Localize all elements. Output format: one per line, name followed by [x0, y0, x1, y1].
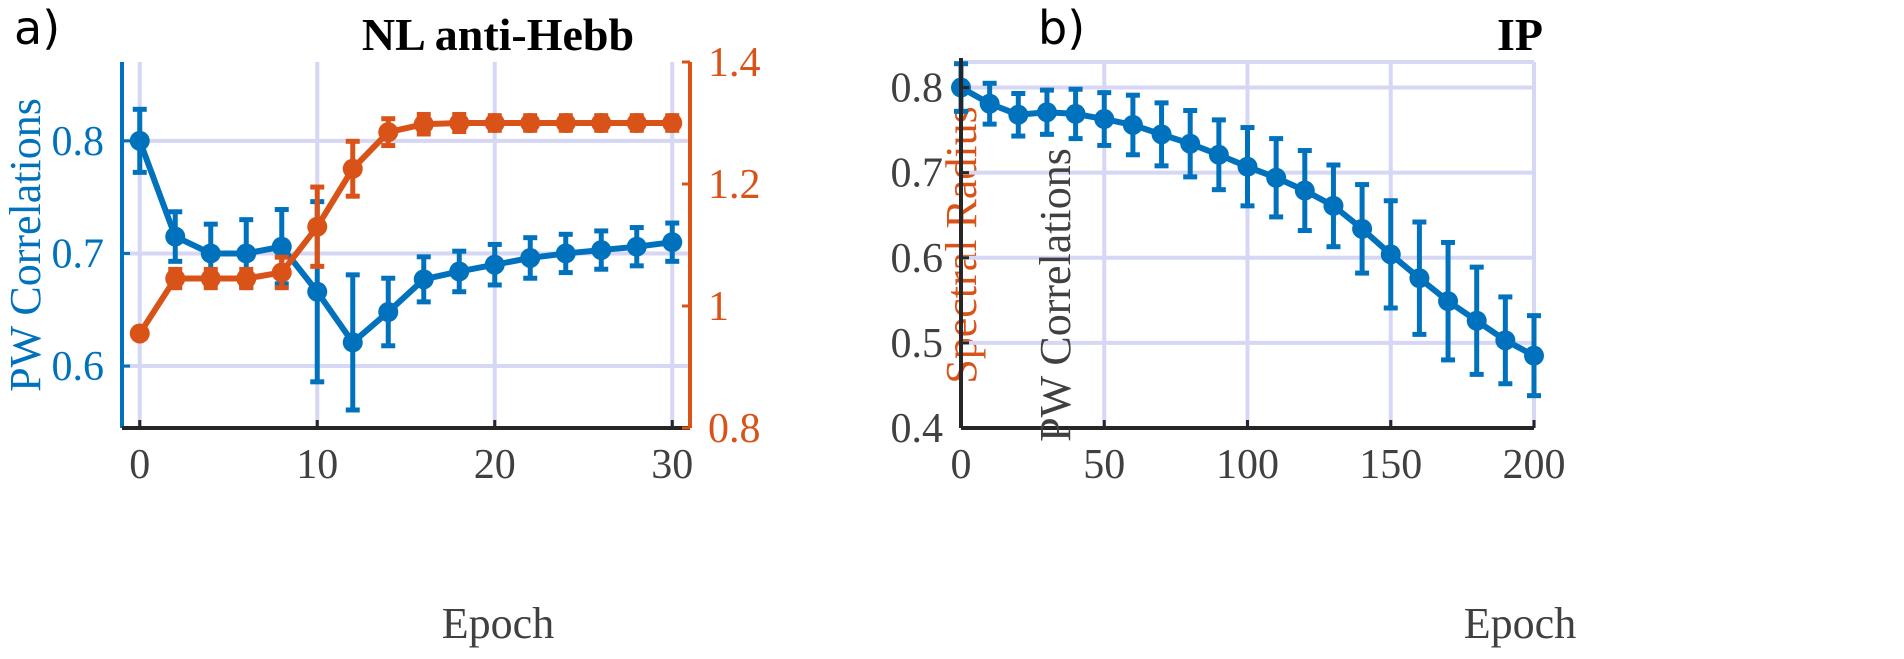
data-point [1438, 291, 1459, 312]
data-point [484, 254, 505, 275]
data-point [1065, 103, 1086, 124]
data-point [413, 269, 434, 290]
data-point [662, 113, 683, 133]
data-point [1008, 104, 1029, 125]
x-tick-label: 20 [474, 442, 516, 488]
data-point [236, 243, 257, 264]
right-y-tick-label: 0.8 [708, 406, 761, 452]
data-point [342, 158, 363, 179]
data-point [520, 113, 541, 133]
x-tick-label: 30 [651, 442, 693, 488]
series-pw-correlations [951, 61, 1544, 399]
data-point [1495, 330, 1516, 351]
data-point [342, 332, 363, 353]
y-tick-label: 0.5 [891, 321, 944, 367]
panel-a-ticks: 0 10 20 30 0.6 0.7 0.8 0.8 1 1.2 1.4 [52, 40, 761, 488]
data-point [413, 114, 434, 135]
y-tick-label: 0.7 [891, 151, 944, 197]
data-point [662, 232, 683, 253]
panel-b-chart: 0 50 100 150 200 0.4 0.5 0.6 0.7 0.8 [891, 58, 1566, 488]
x-tick-label: 50 [1083, 442, 1125, 488]
data-point [626, 113, 647, 133]
panel-a-title: NL anti-Hebb [362, 9, 634, 60]
x-tick-label: 0 [951, 442, 972, 488]
y-tick-label: 0.7 [52, 231, 105, 277]
data-point [1294, 180, 1315, 201]
panel-b-series [951, 61, 1544, 399]
panel-b-x-axis-label: Epoch [1464, 599, 1576, 648]
data-point [484, 113, 505, 133]
panel-a-letter: a) [14, 1, 60, 55]
right-y-tick-label: 1.4 [708, 40, 761, 86]
data-point [165, 268, 186, 289]
data-point [129, 130, 150, 151]
data-point [1208, 144, 1229, 165]
right-y-tick-label: 1.2 [708, 162, 761, 208]
data-point [1266, 167, 1287, 188]
data-point [591, 113, 612, 133]
data-point [165, 226, 186, 247]
data-point [1380, 244, 1401, 265]
data-point [1151, 124, 1172, 145]
data-point [555, 243, 576, 264]
data-point [979, 93, 1000, 114]
x-tick-label: 10 [296, 442, 338, 488]
y-tick-label: 0.8 [52, 119, 105, 165]
panel-b-title: IP [1497, 9, 1543, 60]
data-point [200, 268, 221, 289]
x-tick-label: 0 [129, 442, 150, 488]
data-point [555, 113, 576, 133]
panel-b-letter: b) [1038, 1, 1085, 55]
data-point [1323, 195, 1344, 216]
y-tick-label: 0.4 [891, 406, 944, 452]
data-point [236, 268, 257, 289]
panel-a-x-axis-label: Epoch [442, 599, 554, 648]
series-line [137, 120, 673, 336]
x-tick-label: 100 [1216, 442, 1279, 488]
panel-a-chart: 0 10 20 30 0.6 0.7 0.8 0.8 1 1.2 1.4 [52, 40, 761, 488]
data-point [378, 122, 399, 143]
y-tick-label: 0.6 [891, 236, 944, 282]
data-point [307, 216, 328, 237]
panel-b-y-axis-label: PW Correlations [1031, 148, 1080, 442]
data-point [1122, 114, 1143, 135]
y-tick-label: 0.8 [891, 66, 944, 112]
right-y-tick-label: 1 [708, 284, 729, 330]
series-line [136, 139, 673, 346]
data-point [1180, 133, 1201, 154]
data-point [1036, 102, 1057, 123]
series-spectral-radius [129, 111, 683, 344]
data-point [591, 240, 612, 261]
x-tick-label: 150 [1359, 442, 1422, 488]
data-point [307, 281, 328, 302]
data-point [1524, 345, 1544, 366]
data-point [271, 236, 292, 257]
data-point [449, 113, 470, 133]
panel-a-y-axis-label: PW Correlations [1, 98, 50, 392]
data-point [200, 243, 221, 264]
data-point [378, 302, 399, 323]
data-point [1409, 268, 1430, 289]
data-point [1094, 109, 1115, 130]
data-point [129, 323, 150, 344]
data-point [1466, 310, 1487, 331]
data-point [1237, 156, 1258, 177]
y-tick-label: 0.6 [52, 344, 105, 390]
data-point [449, 261, 470, 282]
data-point [520, 247, 541, 268]
x-tick-label: 200 [1503, 442, 1566, 488]
data-point [626, 236, 647, 257]
data-point [1352, 218, 1373, 239]
data-point [271, 262, 292, 283]
panel-b-ticks: 0 50 100 150 200 0.4 0.5 0.6 0.7 0.8 [891, 66, 1566, 488]
panel-a-series [129, 106, 683, 413]
